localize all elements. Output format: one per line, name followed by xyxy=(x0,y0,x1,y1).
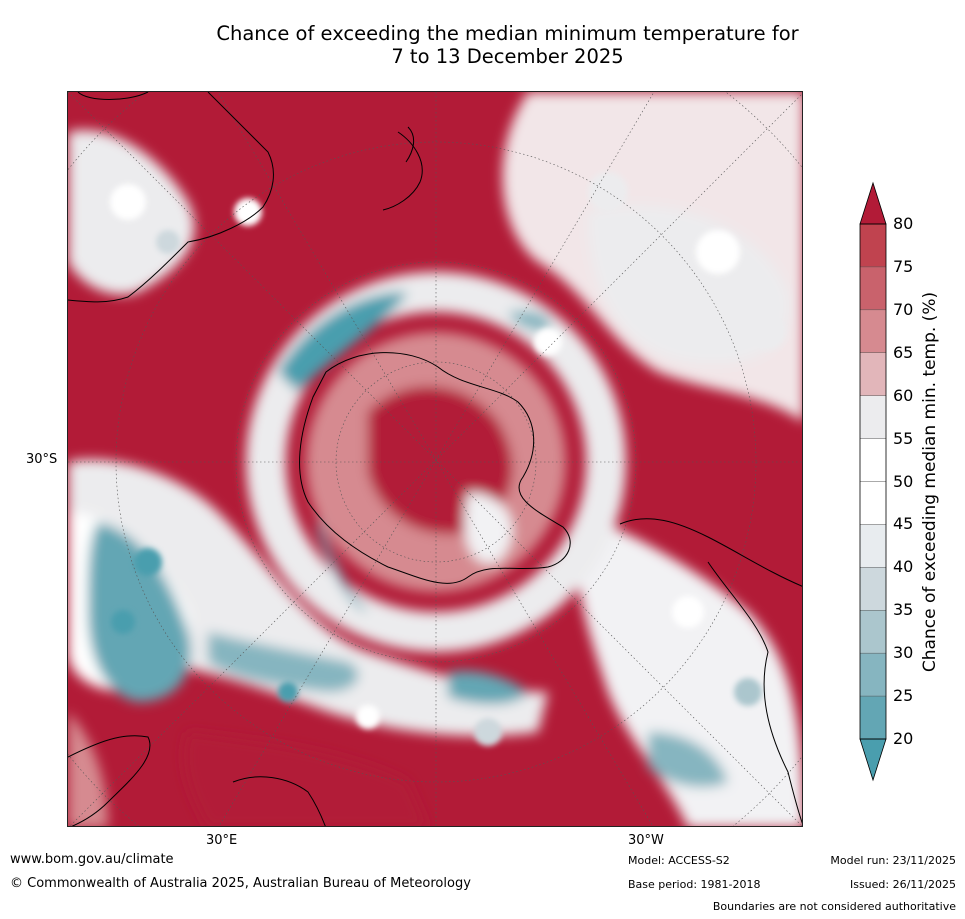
madagascar-coast xyxy=(232,776,326,826)
colorbar-tick-label: 75 xyxy=(893,256,914,276)
colorbar-tick-label: 30 xyxy=(893,643,914,663)
colorbar-band xyxy=(860,438,886,482)
colorbar-over-arrow xyxy=(859,181,887,225)
colorbar-outline xyxy=(859,223,887,740)
new-zealand-coast xyxy=(382,126,423,211)
footer-base-period: Base period: 1981-2018 xyxy=(628,878,761,891)
longitude-label-30w: 30°W xyxy=(628,833,664,848)
colorbar-tick-label: 65 xyxy=(893,342,914,362)
latitude-label-30s: 30°S xyxy=(26,452,58,467)
footer-model: Model: ACCESS-S2 xyxy=(628,854,730,867)
map-title: Chance of exceeding the median minimum t… xyxy=(150,22,865,68)
colorbar-bands xyxy=(860,224,886,740)
colorbar: 80 75 70 65 60 55 50 45 40 35 30 25 20 xyxy=(850,180,965,785)
footer-model-run: Model run: 23/11/2025 xyxy=(830,854,956,867)
colorbar-tick-label: 35 xyxy=(893,600,914,620)
footer-disclaimer: Boundaries are not considered authoritat… xyxy=(712,900,956,913)
probability-speckle xyxy=(110,172,786,746)
colorbar-tick-label: 25 xyxy=(893,686,914,706)
colorbar-band xyxy=(860,352,886,397)
colorbar-tick-label: 80 xyxy=(893,214,914,233)
map-svg xyxy=(68,92,802,826)
longitude-label-30e: 30°E xyxy=(206,833,238,848)
footer-copyright: © Commonwealth of Australia 2025, Austra… xyxy=(10,876,471,891)
colorbar-band xyxy=(860,266,886,311)
colorbar-band xyxy=(860,309,886,354)
south-america-coast xyxy=(619,518,802,824)
colorbar-tick-label: 45 xyxy=(893,514,914,534)
southern-africa-coast xyxy=(68,735,151,826)
colorbar-tick-label: 20 xyxy=(893,729,914,748)
colorbar-band xyxy=(860,653,886,697)
colorbar-band xyxy=(860,224,886,268)
colorbar-tick-label: 70 xyxy=(893,299,914,319)
coastlines xyxy=(68,92,802,826)
footer-issued: Issued: 26/11/2025 xyxy=(849,878,956,891)
colorbar-title: Chance of exceeding median min. temp. (%… xyxy=(920,291,940,673)
probability-map xyxy=(67,91,803,827)
colorbar-svg xyxy=(859,181,887,782)
colorbar-tick-label: 50 xyxy=(893,471,914,491)
footer-url[interactable]: www.bom.gov.au/climate xyxy=(10,852,174,867)
antarctica-coast xyxy=(299,352,571,584)
colorbar-tick-label: 55 xyxy=(893,428,914,448)
colorbar-under-arrow xyxy=(859,738,887,782)
colorbar-band xyxy=(860,524,886,568)
australia-coast xyxy=(68,92,274,303)
colorbar-band xyxy=(860,481,886,525)
graticule xyxy=(68,92,802,826)
title-line-1: Chance of exceeding the median minimum t… xyxy=(216,22,799,45)
colorbar-band xyxy=(860,395,886,440)
colorbar-band xyxy=(860,610,886,654)
colorbar-tick-label: 60 xyxy=(893,385,914,405)
colorbar-band xyxy=(860,696,886,740)
probability-field xyxy=(68,92,802,826)
colorbar-band xyxy=(860,567,886,611)
colorbar-tick-label: 40 xyxy=(893,557,914,577)
title-line-2: 7 to 13 December 2025 xyxy=(391,45,624,68)
